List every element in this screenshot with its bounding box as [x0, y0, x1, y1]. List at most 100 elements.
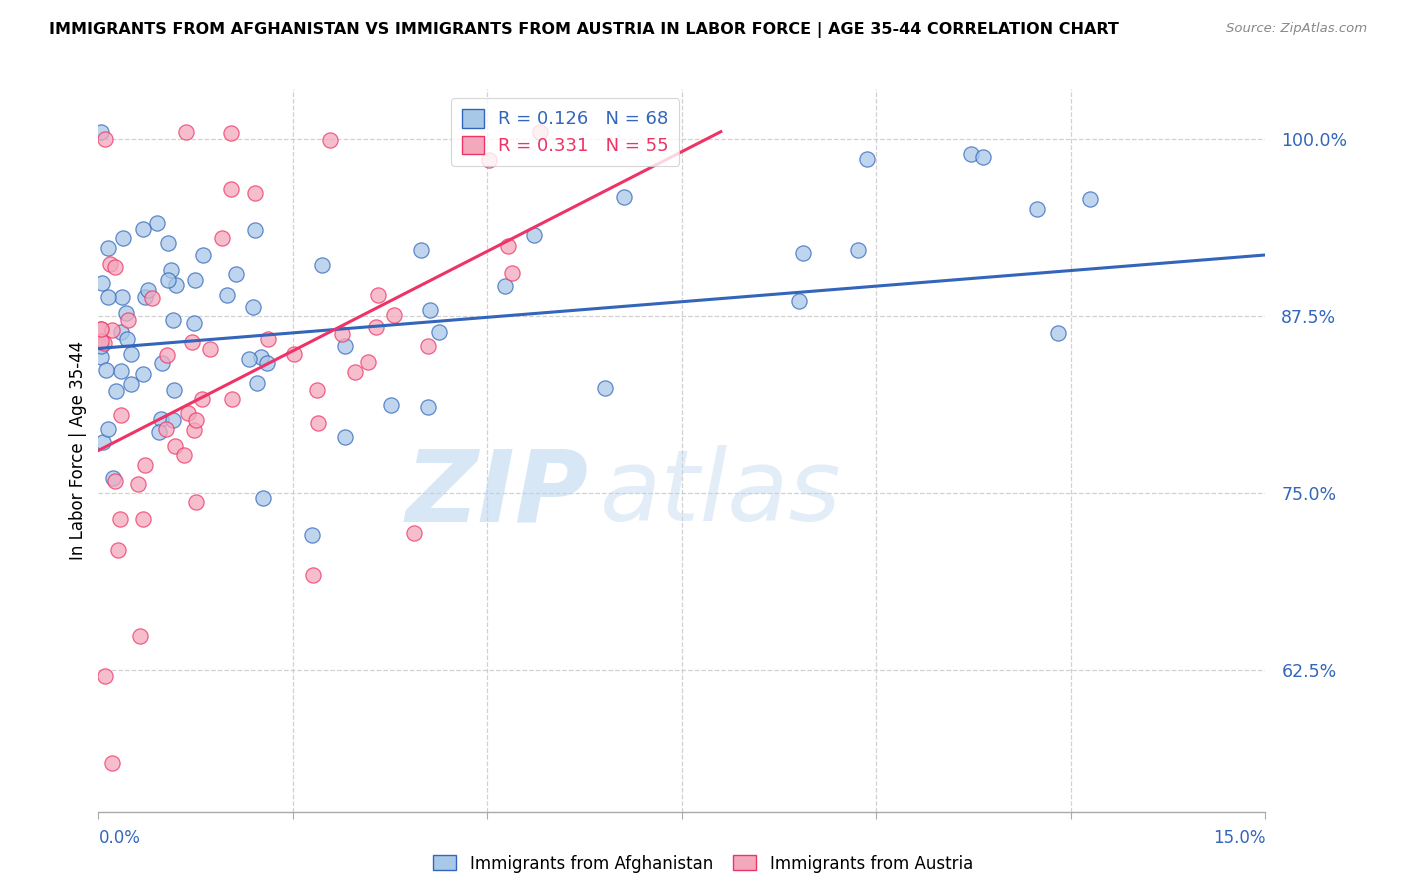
Point	[1078, 192, 1101, 206]
Point	[792, 246, 814, 260]
Point	[959, 147, 981, 161]
Point	[104, 384, 127, 399]
Legend: Immigrants from Afghanistan, Immigrants from Austria: Immigrants from Afghanistan, Immigrants …	[426, 848, 980, 880]
Point	[221, 392, 243, 406]
Point	[367, 287, 389, 301]
Text: atlas: atlas	[600, 445, 842, 542]
Point	[174, 125, 197, 139]
Point	[418, 339, 440, 353]
Point	[112, 230, 135, 244]
Point	[134, 290, 156, 304]
Point	[215, 287, 238, 301]
Point	[129, 629, 152, 643]
Point	[307, 416, 329, 430]
Point	[132, 512, 155, 526]
Point	[221, 126, 243, 140]
Point	[319, 133, 342, 147]
Point	[972, 151, 994, 165]
Text: ZIP: ZIP	[405, 445, 589, 542]
Point	[225, 267, 247, 281]
Point	[90, 322, 112, 336]
Y-axis label: In Labor Force | Age 35-44: In Labor Force | Age 35-44	[69, 341, 87, 560]
Point	[183, 423, 205, 437]
Point	[120, 347, 142, 361]
Point	[787, 294, 810, 309]
Point	[107, 543, 129, 558]
Point	[335, 339, 357, 353]
Point	[302, 568, 325, 582]
Point	[108, 512, 131, 526]
Point	[163, 383, 186, 397]
Point	[134, 458, 156, 473]
Point	[91, 276, 114, 290]
Point	[148, 425, 170, 439]
Point	[97, 289, 120, 303]
Point	[496, 239, 519, 253]
Point	[335, 430, 357, 444]
Point	[146, 216, 169, 230]
Point	[211, 231, 233, 245]
Point	[382, 308, 405, 322]
Point	[131, 222, 153, 236]
Point	[90, 334, 112, 349]
Point	[366, 319, 388, 334]
Point	[97, 241, 120, 255]
Point	[94, 669, 117, 683]
Text: 0.0%: 0.0%	[98, 829, 141, 847]
Point	[190, 392, 212, 406]
Point	[177, 406, 200, 420]
Point	[250, 351, 273, 365]
Point	[160, 262, 183, 277]
Point	[131, 367, 153, 381]
Point	[184, 495, 207, 509]
Point	[307, 383, 329, 397]
Point	[156, 235, 179, 250]
Point	[380, 398, 402, 412]
Point	[191, 248, 214, 262]
Point	[257, 332, 280, 346]
Point	[165, 278, 187, 293]
Point	[613, 190, 636, 204]
Point	[156, 272, 179, 286]
Point	[180, 334, 202, 349]
Point	[150, 356, 173, 370]
Point	[219, 182, 242, 196]
Point	[419, 302, 441, 317]
Point	[252, 491, 274, 505]
Point	[856, 152, 879, 166]
Point	[1046, 326, 1069, 340]
Point	[117, 313, 139, 327]
Point	[243, 222, 266, 236]
Point	[184, 413, 207, 427]
Point	[846, 244, 869, 258]
Point	[198, 342, 221, 356]
Point	[311, 258, 333, 272]
Point	[245, 376, 267, 391]
Point	[155, 348, 177, 362]
Text: Source: ZipAtlas.com: Source: ZipAtlas.com	[1226, 22, 1367, 36]
Point	[149, 412, 172, 426]
Point	[330, 327, 353, 342]
Point	[357, 355, 380, 369]
Point	[283, 347, 305, 361]
Point	[111, 290, 134, 304]
Point	[101, 323, 124, 337]
Point	[242, 300, 264, 314]
Point	[90, 125, 112, 139]
Point	[101, 756, 124, 770]
Point	[136, 283, 159, 297]
Point	[184, 273, 207, 287]
Point	[494, 278, 516, 293]
Point	[183, 316, 205, 330]
Point	[523, 227, 546, 242]
Point	[409, 243, 432, 257]
Point	[120, 376, 142, 391]
Point	[1026, 202, 1049, 217]
Point	[97, 421, 120, 435]
Point	[100, 257, 122, 271]
Point	[593, 381, 616, 395]
Point	[165, 439, 187, 453]
Point	[162, 312, 184, 326]
Point	[93, 335, 115, 350]
Point	[155, 422, 177, 436]
